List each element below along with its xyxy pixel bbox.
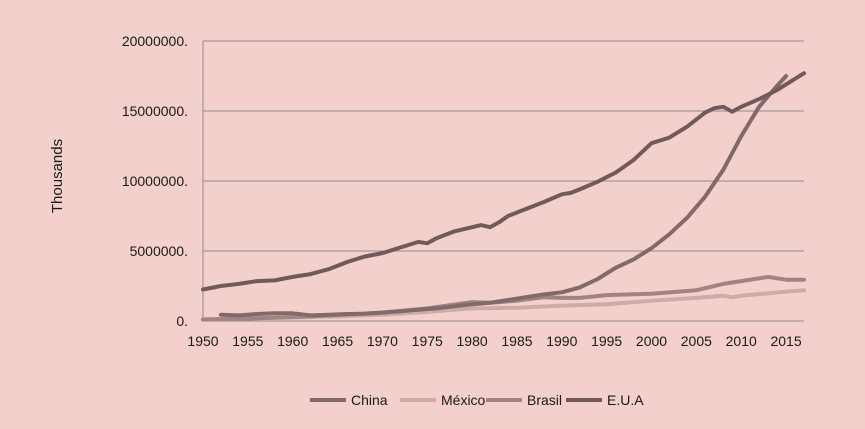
x-tick-label: 1960	[277, 333, 308, 349]
legend: China México Brasil E.U.A	[310, 392, 644, 408]
x-tick-label: 2010	[726, 333, 757, 349]
x-tick-label: 1965	[322, 333, 353, 349]
y-tick-label: 5000000.	[130, 243, 188, 259]
y-tick-label: 10000000.	[122, 173, 188, 189]
x-axis-tick-labels: 1950 1955 1960 1965 1970 1975 1980 1985 1990 1995…	[187, 333, 801, 349]
axes	[202, 41, 804, 322]
x-tick-label: 2005	[681, 333, 712, 349]
y-tick-label: 15000000.	[122, 103, 188, 119]
y-axis-tick-labels: 0. 5000000. 10000000. 15000000. 20000000.	[122, 33, 188, 329]
series-line-e-u-a	[201, 71, 806, 292]
series-lines	[201, 71, 806, 322]
x-tick-label: 1990	[546, 333, 577, 349]
y-axis-title: Thousands	[49, 139, 66, 213]
x-tick-label: 1985	[501, 333, 532, 349]
legend-label: E.U.A	[607, 392, 644, 408]
y-tick-label: 0.	[176, 313, 188, 329]
x-tick-label: 1970	[367, 333, 398, 349]
legend-label: México	[441, 392, 486, 408]
x-tick-label: 2015	[770, 333, 801, 349]
x-tick-label: 1950	[187, 333, 218, 349]
legend-label: Brasil	[527, 392, 562, 408]
x-tick-label: 1980	[457, 333, 488, 349]
series-line-china	[218, 74, 789, 318]
x-tick-label: 1975	[412, 333, 443, 349]
legend-label: China	[351, 392, 388, 408]
x-tick-label: 1955	[232, 333, 263, 349]
x-tick-label: 2000	[636, 333, 667, 349]
x-tick-label: 1995	[591, 333, 622, 349]
gridlines	[203, 40, 804, 252]
y-tick-label: 20000000.	[122, 33, 188, 49]
